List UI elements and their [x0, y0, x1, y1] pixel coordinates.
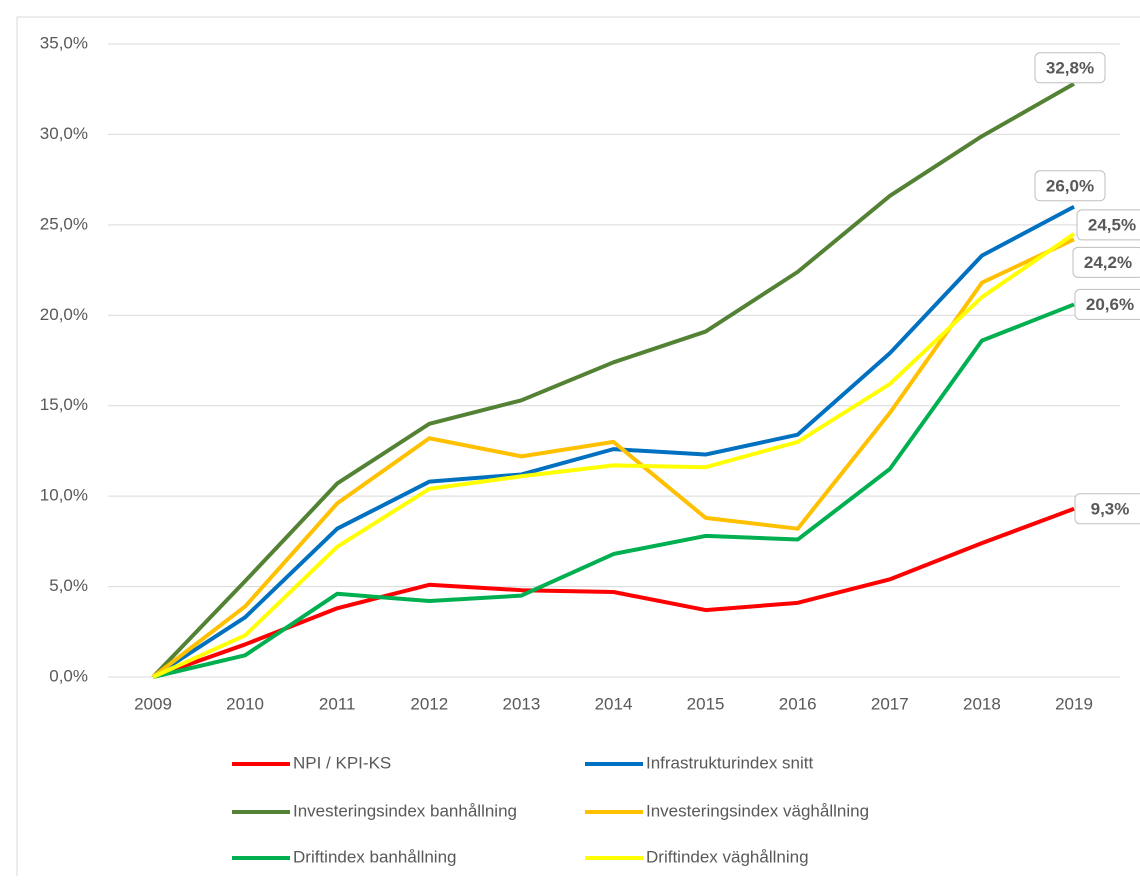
series-line [151, 205, 1075, 679]
x-tick-label: 2014 [595, 694, 633, 713]
x-tick-label: 2016 [779, 694, 817, 713]
legend-label: Infrastrukturindex snitt [646, 753, 814, 772]
series-line [152, 506, 1075, 679]
data-label-box [1076, 209, 1140, 241]
y-tick-label: 30,0% [40, 124, 88, 143]
x-tick-label: 2010 [226, 694, 264, 713]
data-label: 9,3% [1091, 499, 1130, 518]
y-tick-label: 35,0% [40, 33, 88, 52]
series-line [151, 82, 1075, 679]
data-label-box [1074, 493, 1140, 525]
data-label: 20,6% [1086, 295, 1134, 314]
data-label: 32,8% [1046, 58, 1094, 77]
y-tick-label: 20,0% [40, 305, 88, 324]
x-tick-label: 2018 [963, 694, 1001, 713]
x-tick-label: 2011 [319, 694, 356, 713]
series-line [152, 302, 1075, 679]
x-tick-label: 2009 [134, 694, 172, 713]
series-line [151, 237, 1075, 679]
data-label: 24,2% [1084, 253, 1132, 272]
y-tick-label: 0,0% [49, 666, 88, 685]
data-label-box [1034, 52, 1106, 84]
data-label-box [1072, 246, 1140, 278]
y-tick-label: 5,0% [49, 576, 88, 595]
legend-label: NPI / KPI-KS [293, 753, 391, 772]
x-tick-label: 2015 [687, 694, 725, 713]
legend-label: Investeringsindex banhållning [293, 801, 517, 820]
data-label: 26,0% [1046, 176, 1094, 195]
data-label-box [1074, 288, 1140, 320]
y-tick-label: 25,0% [40, 214, 88, 233]
y-tick-label: 10,0% [40, 486, 88, 505]
legend-label: Driftindex banhållning [293, 847, 457, 866]
x-tick-label: 2012 [410, 694, 448, 713]
legend-label: Investeringsindex väghållning [646, 801, 869, 820]
legend-label: Driftindex väghållning [646, 847, 809, 866]
x-tick-label: 2017 [871, 694, 909, 713]
data-label: 24,5% [1088, 215, 1136, 234]
x-tick-label: 2013 [502, 694, 540, 713]
data-label-box [1034, 170, 1106, 202]
y-tick-label: 15,0% [40, 395, 88, 414]
series-line [152, 232, 1076, 679]
x-tick-label: 2019 [1055, 694, 1093, 713]
